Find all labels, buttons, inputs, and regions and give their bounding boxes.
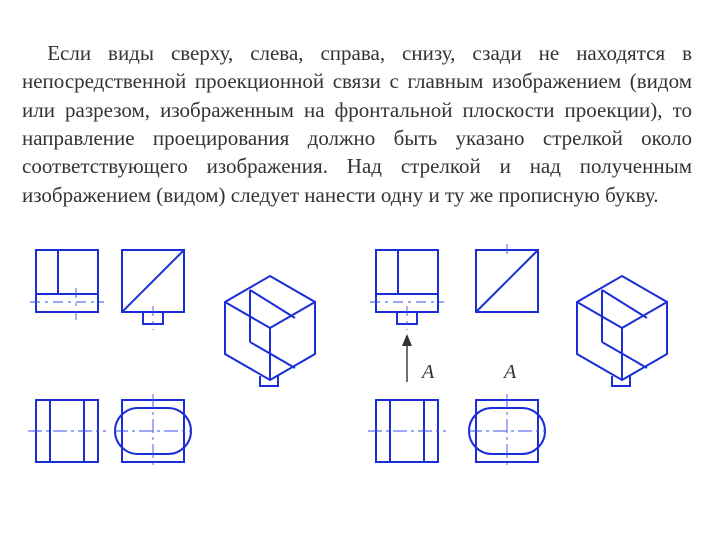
view-side-right	[368, 400, 446, 462]
direction-arrow	[402, 334, 412, 382]
view-top-right	[468, 394, 546, 468]
right-group	[368, 244, 667, 468]
view-iso-right	[577, 276, 667, 386]
view-front-right	[370, 250, 444, 330]
engineering-drawing: А А	[22, 230, 692, 500]
view-front-left	[30, 250, 104, 320]
view-left-right	[476, 244, 538, 312]
page: Если виды сверху, слева, справа, снизу, …	[0, 0, 720, 540]
figure-area: А А	[22, 230, 692, 510]
view-label: А	[502, 361, 517, 383]
left-group	[28, 250, 315, 468]
paragraph: Если виды сверху, слева, справа, снизу, …	[22, 39, 692, 209]
view-left-left	[122, 250, 184, 330]
arrow-label: А	[420, 361, 435, 383]
view-iso-left	[225, 276, 315, 386]
view-top-left	[114, 394, 192, 468]
view-side-left	[28, 400, 106, 462]
